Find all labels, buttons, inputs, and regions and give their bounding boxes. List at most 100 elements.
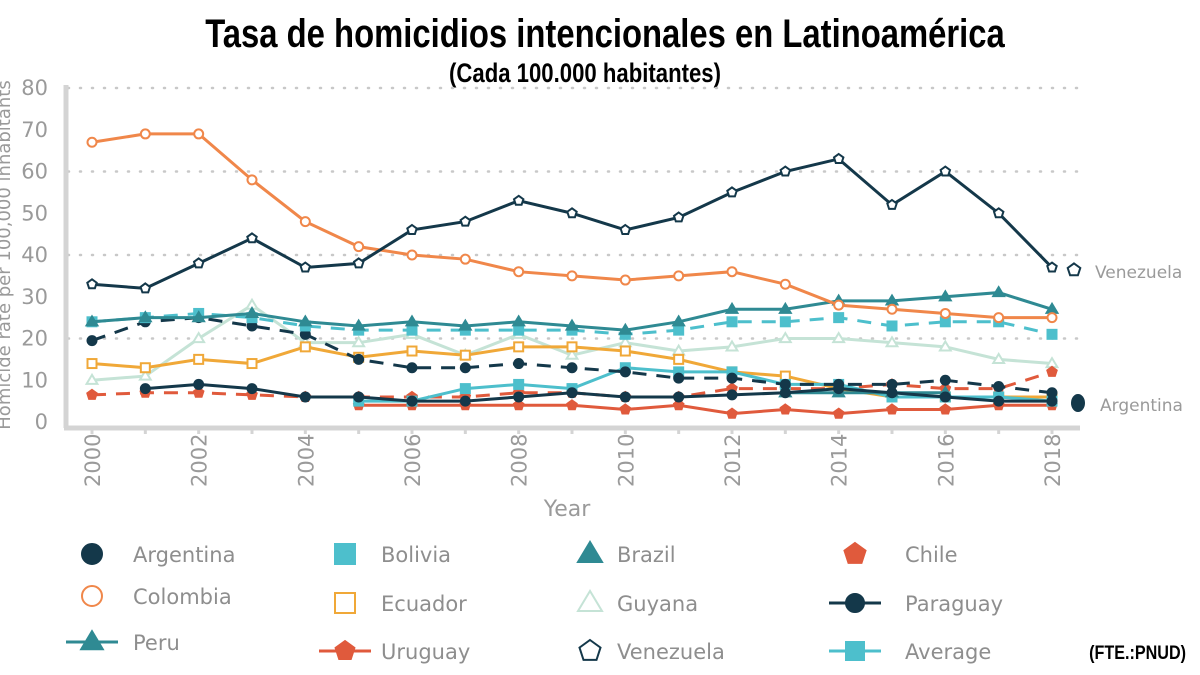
venezuela-end-label: Venezuela — [1095, 263, 1182, 283]
colombia-point — [993, 312, 1005, 324]
legend-label: Chile — [905, 543, 958, 567]
source-note: (FTE.:PNUD) — [1089, 643, 1186, 664]
ecuador-point — [86, 358, 98, 370]
colombia-point — [1046, 312, 1058, 324]
brazil-point — [671, 314, 686, 327]
legend-label: Uruguay — [381, 640, 470, 664]
y-tick-label: 40 — [21, 243, 48, 267]
legend-marker-uruguay — [334, 639, 356, 660]
colombia-point — [86, 136, 98, 148]
guyana-point — [138, 368, 153, 381]
colombia-point — [566, 270, 578, 282]
legend-item-argentina: Argentina — [81, 543, 235, 567]
venezuela-point — [672, 211, 685, 223]
uruguay-point — [726, 407, 738, 419]
uruguay-point — [672, 399, 685, 411]
average-point — [1046, 328, 1058, 340]
paraguay-point — [619, 366, 631, 378]
argentina-point — [566, 387, 578, 399]
brazil-point — [618, 322, 633, 335]
argentina-line — [145, 382, 1052, 403]
legend-item-uruguay: Uruguay — [319, 639, 470, 664]
ecuador-point — [459, 349, 471, 361]
chart-title: Tasa de homicidios intencionales en Lati… — [205, 12, 1005, 56]
legend-marker-chile — [843, 541, 867, 564]
series-uruguay — [352, 399, 1058, 419]
argentina-point — [726, 389, 738, 401]
guyana-point — [778, 331, 793, 344]
y-tick-label: 70 — [21, 118, 48, 142]
paraguay-point — [353, 353, 365, 365]
venezuela-point — [619, 223, 632, 235]
chile-point — [1046, 365, 1058, 377]
x-tick-label: 2000 — [81, 434, 105, 487]
argentina-point — [619, 391, 631, 403]
series-colombia — [86, 128, 1058, 324]
uruguay-point — [832, 407, 845, 419]
brazil-point — [991, 285, 1006, 298]
legend-label: Colombia — [133, 585, 232, 609]
venezuela-point — [86, 278, 98, 290]
paraguay-point — [939, 374, 951, 386]
colombia-point — [299, 216, 311, 228]
argentina-end-label: Argentina — [1100, 396, 1183, 416]
legend-item-peru: Peru — [66, 629, 180, 655]
brazil-point — [138, 310, 153, 323]
guyana-point — [938, 339, 953, 352]
argentina-point — [993, 395, 1005, 407]
uruguay-point — [566, 399, 578, 411]
colombia-point — [779, 278, 791, 290]
venezuela-point — [886, 198, 898, 210]
brazil-point — [1044, 301, 1060, 314]
colombia-point — [353, 241, 365, 253]
legend-item-colombia: Colombia — [81, 585, 232, 609]
legend-item-paraguay: Paraguay — [829, 592, 1003, 616]
paraguay-point — [459, 362, 471, 374]
colombia-point — [673, 270, 685, 282]
series-brazil — [84, 285, 1060, 335]
paraguay-point — [993, 381, 1005, 393]
legend-label: Argentina — [133, 543, 235, 567]
brazil-point — [84, 314, 100, 327]
argentina-point — [353, 391, 365, 403]
venezuela-point — [352, 257, 365, 269]
legend-marker-guyana — [576, 589, 604, 612]
average-point — [513, 324, 525, 336]
legend-label: Ecuador — [381, 592, 467, 616]
colombia-point — [459, 253, 471, 265]
venezuela-point — [939, 165, 952, 177]
x-tick-label: 2010 — [614, 434, 638, 487]
guyana-point — [831, 331, 846, 344]
legend-marker-paraguay — [845, 593, 865, 613]
ecuador-point — [406, 345, 418, 357]
venezuela-point — [192, 257, 205, 269]
legend-label: Brazil — [617, 543, 676, 567]
argentina-point — [939, 391, 951, 403]
guyana-point — [564, 347, 580, 360]
ecuador-point — [193, 353, 205, 365]
x-tick-label: 2014 — [828, 434, 852, 487]
guyana-point — [191, 331, 206, 344]
venezuela-line — [91, 157, 1054, 290]
legend-marker-average — [845, 641, 865, 661]
uruguay-line — [358, 403, 1052, 416]
series-venezuela — [86, 152, 1058, 294]
uruguay-point — [512, 399, 525, 411]
x-tick-label: 2016 — [934, 434, 958, 487]
venezuela-point — [139, 282, 152, 294]
guyana-point — [991, 352, 1006, 364]
ecuador-point — [139, 362, 151, 374]
brazil-point — [404, 314, 420, 327]
colombia-point — [726, 266, 738, 278]
ecuador-point — [513, 341, 525, 353]
ecuador-point — [673, 353, 685, 365]
colombia-line — [91, 132, 1052, 320]
legend-label: Peru — [133, 631, 180, 655]
guyana-point — [351, 335, 366, 348]
legend-label: Bolivia — [381, 543, 451, 567]
brazil-point — [351, 318, 366, 331]
venezuela-point — [1046, 261, 1058, 273]
paraguay-point — [406, 362, 418, 374]
bolivia-point — [459, 383, 471, 395]
colombia-point — [139, 128, 151, 140]
